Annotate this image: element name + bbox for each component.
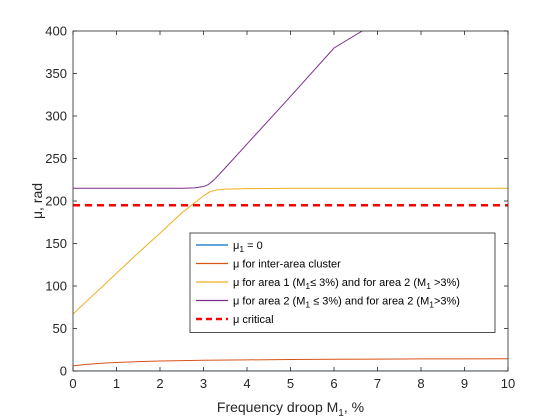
axis-labels: Frequency droop M1, % μ, rad	[29, 183, 364, 419]
x-tick-label: 2	[156, 376, 163, 391]
y-axis-label: μ, rad	[29, 183, 45, 219]
x-tick-label: 9	[461, 376, 468, 391]
y-tick-label: 0	[60, 364, 67, 379]
x-tick-label: 6	[330, 376, 337, 391]
legend-box	[189, 232, 496, 333]
y-tick-label: 100	[45, 279, 67, 294]
y-tick-label: 400	[45, 24, 67, 39]
y-tick-label: 200	[45, 194, 67, 209]
x-axis-label: Frequency droop M1, %	[217, 399, 364, 419]
legend: μ1 = 0 μ for inter-area cluster μ for area…	[189, 232, 496, 333]
legend-entry-4: μ for area 2 (M1 ≤ 3%) and for area 2 (M…	[233, 296, 460, 310]
x-tick-label: 0	[69, 376, 76, 391]
series-line-4	[73, 31, 363, 189]
legend-entry-5: μ critical	[233, 314, 274, 326]
x-tick-label: 10	[501, 376, 515, 391]
x-tick-label: 5	[287, 376, 294, 391]
x-tick-label: 7	[374, 376, 381, 391]
axes	[72, 30, 509, 372]
series-layer	[73, 31, 508, 371]
y-tick-label: 250	[45, 151, 67, 166]
y-tick-label: 150	[45, 236, 67, 251]
y-tick-label: 300	[45, 109, 67, 124]
x-tick-label: 4	[243, 376, 250, 391]
legend-entry-1: μ1 = 0	[233, 240, 263, 254]
x-tick-label: 3	[200, 376, 207, 391]
x-tick-label: 1	[113, 376, 120, 391]
x-tick-label: 8	[417, 376, 424, 391]
legend-entry-3: μ for area 1 (M1≤ 3%) and for area 2 (M1…	[233, 277, 460, 291]
series-line-3	[73, 187, 508, 315]
y-tick-label: 350	[45, 66, 67, 81]
y-tick-label: 50	[53, 321, 67, 336]
legend-entry-2: μ for inter-area cluster	[233, 259, 341, 271]
series-line-2	[73, 358, 508, 367]
